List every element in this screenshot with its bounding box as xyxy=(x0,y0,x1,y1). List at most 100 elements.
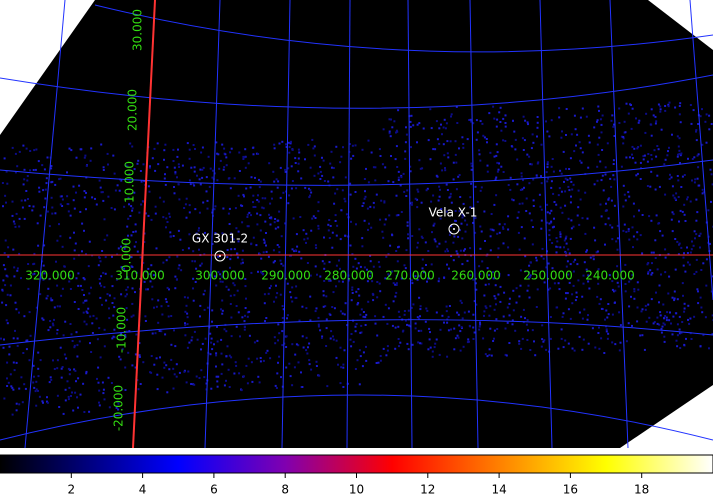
count-pixel xyxy=(335,285,337,288)
count-pixel xyxy=(419,305,422,308)
count-pixel xyxy=(110,382,113,384)
count-pixel xyxy=(683,343,686,346)
count-pixel xyxy=(637,121,640,124)
count-pixel xyxy=(494,178,497,181)
count-pixel xyxy=(153,306,155,309)
count-pixel xyxy=(679,162,681,164)
count-pixel xyxy=(518,340,521,343)
count-pixel xyxy=(273,147,276,150)
count-pixel xyxy=(309,274,312,277)
count-pixel xyxy=(684,270,687,273)
count-pixel xyxy=(502,117,505,120)
count-pixel xyxy=(365,167,367,170)
count-pixel xyxy=(545,171,548,174)
count-pixel xyxy=(56,394,59,397)
count-pixel xyxy=(397,310,400,313)
count-pixel xyxy=(263,302,266,305)
count-pixel xyxy=(35,306,38,309)
count-pixel xyxy=(268,213,270,216)
count-pixel xyxy=(461,216,464,219)
count-pixel xyxy=(193,184,196,187)
count-pixel xyxy=(265,244,267,247)
count-pixel xyxy=(194,260,196,263)
count-pixel xyxy=(2,264,5,267)
source-marker xyxy=(448,223,460,235)
count-pixel xyxy=(667,150,669,153)
count-pixel xyxy=(550,209,553,212)
count-pixel xyxy=(492,271,494,274)
count-pixel xyxy=(305,232,308,235)
count-pixel xyxy=(385,354,388,357)
count-pixel xyxy=(111,302,114,304)
count-pixel xyxy=(332,335,334,338)
count-pixel xyxy=(641,334,644,337)
count-pixel xyxy=(352,340,355,343)
count-pixel xyxy=(504,140,507,142)
count-pixel xyxy=(690,122,693,125)
count-pixel xyxy=(680,186,683,188)
count-pixel xyxy=(349,193,352,196)
count-pixel xyxy=(203,289,206,292)
dec-label: -10.000 xyxy=(115,307,129,353)
count-pixel xyxy=(52,359,54,362)
count-pixel xyxy=(502,139,505,142)
count-pixel xyxy=(78,184,81,187)
count-pixel xyxy=(236,256,239,259)
count-pixel xyxy=(341,280,344,283)
count-pixel xyxy=(453,327,456,330)
count-pixel xyxy=(696,154,699,157)
count-pixel xyxy=(421,237,424,239)
count-pixel xyxy=(565,134,567,136)
count-pixel xyxy=(587,134,590,137)
count-pixel xyxy=(83,229,85,232)
count-pixel xyxy=(317,227,320,230)
count-pixel xyxy=(681,175,684,178)
count-pixel xyxy=(203,253,206,256)
count-pixel xyxy=(456,311,459,314)
count-pixel xyxy=(622,137,625,140)
count-pixel xyxy=(514,329,517,332)
count-pixel xyxy=(13,266,16,269)
count-pixel xyxy=(653,149,656,152)
count-pixel xyxy=(235,305,238,307)
count-pixel xyxy=(281,344,284,347)
count-pixel xyxy=(113,208,116,211)
count-pixel xyxy=(559,206,562,209)
count-pixel xyxy=(286,317,288,320)
count-pixel xyxy=(194,208,197,211)
count-pixel xyxy=(398,345,400,348)
count-pixel xyxy=(219,273,222,276)
count-pixel xyxy=(671,333,674,336)
count-pixel xyxy=(454,210,457,212)
count-pixel xyxy=(656,316,659,319)
count-pixel xyxy=(4,194,7,197)
count-pixel xyxy=(210,337,213,340)
count-pixel xyxy=(211,309,214,312)
count-pixel xyxy=(192,144,195,146)
count-pixel xyxy=(574,299,577,302)
count-pixel xyxy=(361,205,364,207)
count-pixel xyxy=(620,165,623,168)
count-pixel xyxy=(587,274,590,277)
count-pixel xyxy=(178,371,181,374)
count-pixel xyxy=(203,376,206,379)
count-pixel xyxy=(669,173,671,176)
count-pixel xyxy=(328,219,331,221)
ra-label: 280.000 xyxy=(324,269,374,283)
count-pixel xyxy=(243,325,246,328)
count-pixel xyxy=(290,187,293,190)
count-pixel xyxy=(129,215,132,217)
count-pixel xyxy=(427,277,430,280)
count-pixel xyxy=(527,123,529,126)
count-pixel xyxy=(612,174,615,177)
count-pixel xyxy=(476,131,479,134)
count-pixel xyxy=(676,155,679,158)
count-pixel xyxy=(458,174,461,176)
count-pixel xyxy=(406,189,409,192)
count-pixel xyxy=(70,395,72,397)
count-pixel xyxy=(229,187,232,190)
count-pixel xyxy=(683,302,686,305)
count-pixel xyxy=(564,250,567,253)
count-pixel xyxy=(378,148,381,151)
count-pixel xyxy=(268,287,271,290)
